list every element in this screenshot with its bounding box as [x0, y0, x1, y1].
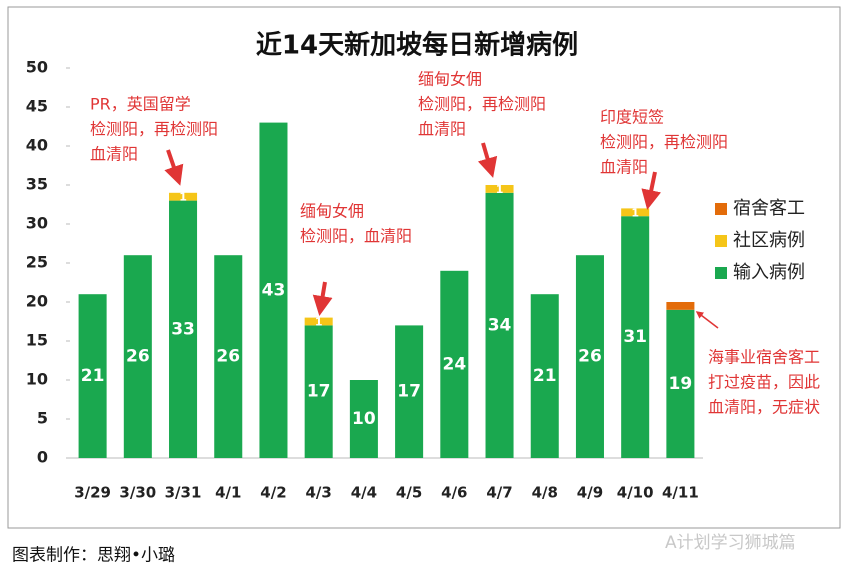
data-label: 43: [262, 280, 286, 300]
y-tick-label: 45: [26, 97, 48, 116]
bar: [621, 208, 650, 217]
annotation: 血清阳，无症状: [708, 398, 820, 417]
y-tick-label: 0: [37, 448, 48, 467]
y-tick-label: 20: [26, 292, 48, 311]
annotation: 缅甸女佣: [300, 202, 364, 221]
bar: [530, 294, 559, 458]
data-label: 21: [533, 366, 557, 386]
data-label: 21: [81, 366, 105, 386]
annotation: 印度短签: [600, 108, 664, 127]
bar: [169, 192, 198, 201]
y-tick-label: 35: [26, 175, 48, 194]
data-label: 31: [623, 327, 647, 347]
data-label: 34: [488, 315, 512, 335]
bar: [485, 192, 514, 459]
data-label: 26: [126, 347, 150, 367]
bar: [666, 302, 695, 310]
y-tick-label: 5: [37, 409, 48, 428]
y-tick-label: 10: [26, 370, 48, 389]
bar: [621, 216, 650, 458]
x-tick-label: 4/3: [305, 484, 331, 502]
annotation-arrow: [641, 171, 662, 210]
x-tick-label: 3/31: [165, 484, 202, 502]
bar: [259, 122, 288, 458]
bar: [440, 270, 469, 458]
bar: [169, 200, 198, 458]
bar: [123, 255, 152, 458]
bar: [78, 294, 107, 458]
y-tick-label: 50: [26, 58, 48, 77]
data-label: 26: [216, 347, 240, 367]
data-label: 26: [578, 347, 602, 367]
y-tick-label: 30: [26, 214, 48, 233]
annotation: PR，英国留学: [90, 95, 191, 114]
annotation: 检测阳，再检测阳: [90, 120, 218, 139]
x-tick-label: 4/2: [260, 484, 286, 502]
legend-label: 输入病例: [733, 262, 805, 283]
bar: [485, 185, 514, 193]
bar: [214, 255, 243, 458]
data-label: 1: [496, 183, 504, 196]
bar: [395, 325, 424, 458]
data-label: 24: [442, 354, 466, 374]
legend-swatch: [715, 235, 727, 247]
data-label: 17: [307, 382, 331, 402]
bar: [349, 380, 378, 458]
x-tick-label: 3/29: [74, 484, 111, 502]
legend-swatch: [715, 203, 727, 215]
annotation: 血清阳: [418, 120, 466, 139]
annotation: 缅甸女佣: [418, 70, 482, 89]
bar: [575, 255, 604, 458]
watermark: A计划学习狮城篇: [665, 533, 796, 553]
bar: [666, 309, 695, 458]
x-tick-label: 3/30: [119, 484, 156, 502]
annotation: 血清阳: [90, 145, 138, 164]
y-tick-label: 25: [26, 253, 48, 272]
annotation-arrow: [312, 281, 333, 316]
data-label: 17: [397, 382, 421, 402]
data-label: 1: [179, 191, 187, 204]
legend-swatch: [715, 267, 727, 279]
annotation-arrow: [477, 142, 498, 178]
y-tick-label: 15: [26, 331, 48, 350]
annotation: 检测阳，血清阳: [300, 227, 412, 246]
annotation: 海事业宿舍客工: [708, 348, 820, 367]
legend-label: 社区病例: [733, 230, 805, 251]
data-label: 1: [631, 206, 639, 219]
data-label: 10: [352, 409, 376, 429]
bar: [304, 325, 333, 458]
data-label: 19: [669, 374, 693, 394]
data-label: 1: [315, 316, 323, 329]
legend-label: 宿舍客工: [733, 198, 805, 219]
x-tick-label: 4/8: [532, 484, 558, 502]
x-tick-label: 4/5: [396, 484, 422, 502]
x-tick-label: 4/9: [577, 484, 603, 502]
data-label: 33: [171, 319, 195, 339]
annotation: 检测阳，再检测阳: [418, 95, 546, 114]
chart-title: 近14天新加坡每日新增病例: [256, 30, 578, 61]
x-tick-label: 4/10: [617, 484, 654, 502]
x-tick-label: 4/6: [441, 484, 467, 502]
bar: [304, 317, 333, 326]
x-tick-label: 4/7: [486, 484, 512, 502]
footer: 图表制作：思翔•小璐: [12, 546, 175, 566]
annotation-arrow: [164, 149, 184, 186]
y-tick-label: 40: [26, 136, 48, 155]
annotation: 检测阳，再检测阳: [600, 133, 728, 152]
annotation: 血清阳: [600, 158, 648, 177]
x-tick-label: 4/11: [662, 484, 699, 502]
annotation-arrow: [695, 311, 719, 329]
x-tick-label: 4/1: [215, 484, 241, 502]
annotation: 打过疫苗，因此: [708, 373, 820, 392]
x-tick-label: 4/4: [351, 484, 377, 502]
